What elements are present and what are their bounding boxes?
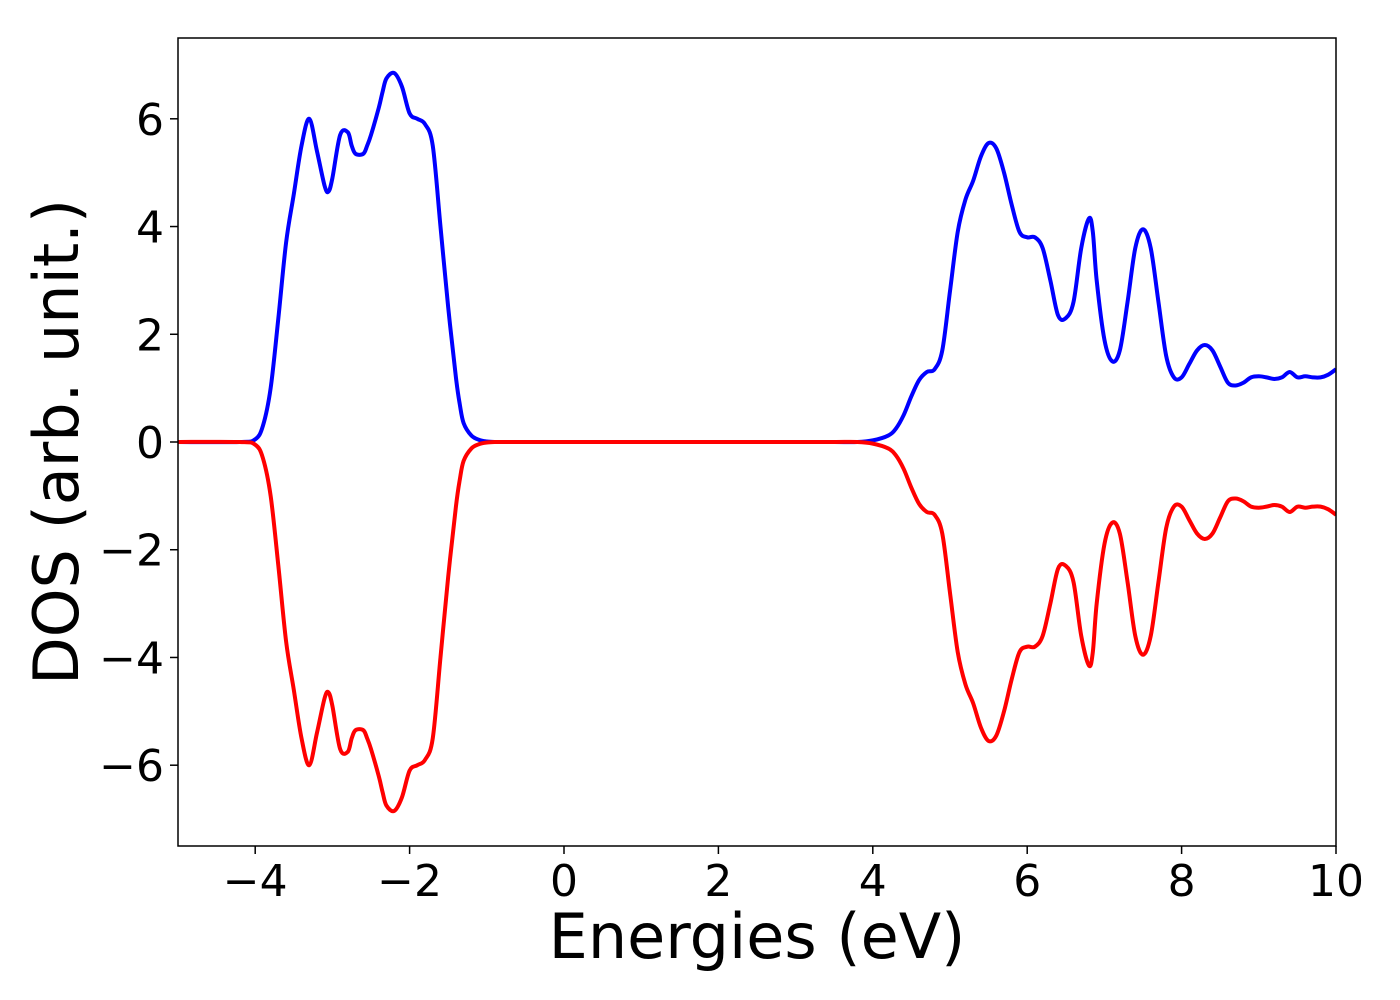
- x-tick-label: 0: [550, 856, 578, 907]
- x-axis-label: Energies (eV): [549, 900, 966, 973]
- y-tick-label: 2: [136, 310, 164, 361]
- x-tick-label: 2: [704, 856, 732, 907]
- y-tick-label: 4: [136, 203, 164, 254]
- y-tick-label: −2: [99, 526, 164, 577]
- y-tick-label: −6: [99, 741, 164, 792]
- x-tick-label: −4: [223, 856, 288, 907]
- y-tick-label: 0: [136, 418, 164, 469]
- series-layer: [178, 70, 1336, 814]
- ticks-layer: −4 −2 0 2 4 6 8 10 −6 −4 −2 0 2 4 6: [99, 95, 1364, 907]
- series-line-1: [178, 70, 1336, 445]
- x-tick-label: 10: [1308, 856, 1364, 907]
- x-tick-label: 8: [1168, 856, 1196, 907]
- x-tick-label: 6: [1013, 856, 1041, 907]
- x-tick-label: −2: [377, 856, 442, 907]
- y-tick-label: −4: [99, 633, 164, 684]
- series-line-2: [178, 439, 1336, 814]
- x-tick-label: 4: [859, 856, 887, 907]
- y-tick-label: 6: [136, 95, 164, 146]
- y-axis-label: DOS (arb. unit.): [20, 199, 93, 685]
